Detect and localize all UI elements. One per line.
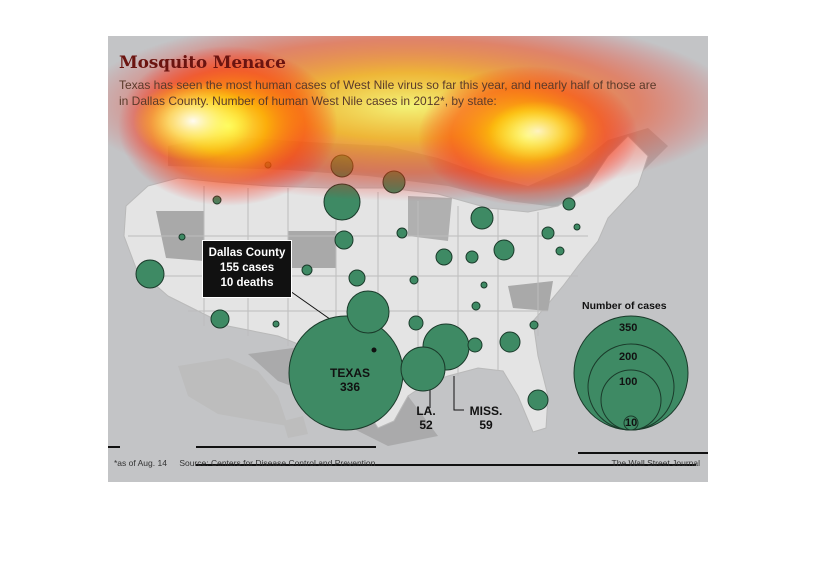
bubble-nevada — [178, 233, 186, 241]
footer-rule-left — [108, 446, 120, 448]
label-louisiana-name: LA. — [416, 404, 436, 418]
bubble-florida — [527, 389, 549, 411]
hawaii-land — [283, 416, 308, 438]
bubble-arkansas — [408, 315, 424, 331]
legend-circles — [573, 315, 689, 431]
dallas-county-callout: Dallas County 155 cases 10 deaths — [202, 240, 292, 298]
label-mississippi-value: 59 — [479, 418, 493, 432]
chart-subtitle: Texas has seen the most human cases of W… — [119, 78, 657, 108]
bubble-south-dakota — [323, 183, 361, 221]
legend-circle-10 — [623, 415, 639, 431]
publisher-credit: The Wall Street Journal — [611, 458, 701, 468]
dallas-county-marker — [371, 347, 377, 353]
bubble-oregon — [212, 195, 222, 205]
footer: *as of Aug. 14 Source: Centers for Disea… — [108, 446, 708, 482]
callout-title: Dallas County — [208, 247, 286, 259]
bubble-south-carolina — [529, 320, 539, 330]
bubble-nebraska — [334, 230, 354, 250]
footer-notes: *as of Aug. 14 Source: Centers for Disea… — [114, 458, 385, 468]
bubble-illinois — [435, 248, 453, 266]
bubble-kansas — [348, 269, 366, 287]
bubble-iowa — [396, 227, 408, 239]
legend-label-350: 350 — [619, 322, 638, 334]
state-bubbles — [135, 154, 581, 431]
bubble-north-dakota — [330, 154, 354, 178]
bubble-new-york — [562, 197, 576, 211]
footer-rule-bottom — [196, 464, 696, 466]
chart-title: Mosquito Menace — [119, 53, 286, 73]
callout-deaths: 10 deaths — [220, 277, 274, 289]
bubble-colorado — [301, 264, 313, 276]
legend-label-10: 10 — [625, 417, 638, 429]
bubble-ohio — [493, 239, 515, 261]
bubble-kentucky — [480, 281, 488, 289]
bubble-michigan — [470, 206, 494, 230]
bubble-oklahoma — [346, 290, 390, 334]
alaska-land — [178, 358, 288, 426]
label-mississippi: MISS. 59 — [464, 404, 508, 432]
label-louisiana-value: 52 — [419, 418, 433, 432]
legend-label-100: 100 — [619, 376, 638, 388]
label-texas: TEXAS 336 — [322, 366, 378, 394]
map-card: Mosquito Menace Texas has seen the most … — [108, 36, 708, 482]
shaded-state-carolinas — [508, 281, 553, 311]
bubble-missouri — [409, 275, 419, 285]
footer-rule-mid — [196, 446, 376, 448]
callout-cases: 155 cases — [219, 262, 275, 274]
label-texas-name: TEXAS — [329, 366, 370, 380]
bubble-montana — [264, 161, 272, 169]
bubble-tennessee — [471, 301, 481, 311]
bubble-new-mexico — [272, 320, 280, 328]
label-mississippi-name: MISS. — [469, 404, 503, 418]
bubble-arizona — [210, 309, 230, 329]
footer-rule-right — [578, 452, 708, 454]
footnote: *as of Aug. 14 — [114, 458, 167, 468]
bubble-georgia — [499, 331, 521, 353]
label-louisiana: LA. 52 — [408, 404, 444, 432]
legend-label-200: 200 — [619, 351, 638, 363]
shaded-state-plains — [288, 231, 336, 268]
bubble-minnesota — [382, 170, 406, 194]
bubble-alabama — [467, 337, 483, 353]
bubble-louisiana — [400, 346, 446, 392]
legend-title: Number of cases — [582, 300, 667, 312]
shaded-state-midwest — [408, 196, 452, 241]
bubble-pennsylvania — [541, 226, 555, 240]
bubble-california — [135, 259, 165, 289]
label-texas-value: 336 — [339, 380, 361, 394]
bubble-virginia — [555, 246, 565, 256]
bubble-maryland — [573, 223, 581, 231]
source-note: Source: Centers for Disease Control and … — [179, 458, 376, 468]
us-map — [123, 128, 689, 446]
bubble-indiana — [465, 250, 479, 264]
